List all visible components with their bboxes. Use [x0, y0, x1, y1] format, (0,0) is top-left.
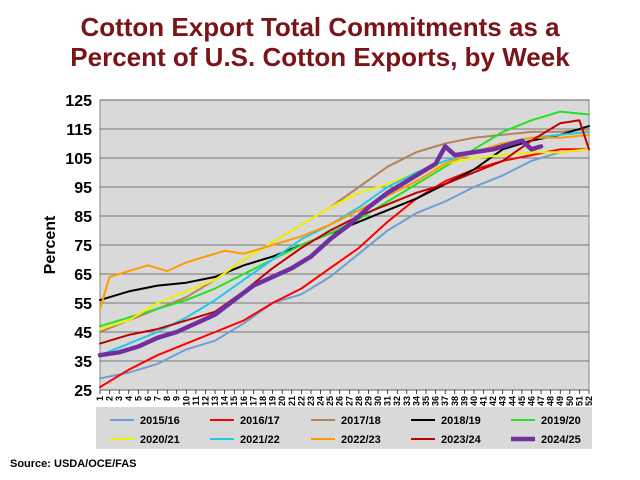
- y-tick-label: 95: [74, 180, 92, 197]
- x-tick-label: 25: [325, 396, 335, 406]
- x-tick-label: 32: [392, 396, 402, 406]
- series-line-2017-18: [99, 128, 590, 333]
- x-tick-label: 2: [105, 396, 115, 401]
- x-tick-label: 51: [574, 396, 584, 406]
- y-tick-label: 115: [66, 122, 92, 139]
- x-tick-label: 17: [248, 396, 258, 406]
- x-axis-ticks: 1 2 3 4 5 6 7 8 9 10 11 12 13 14 15 16 17 18 19 20 21 22 23 24 2…: [95, 390, 594, 406]
- legend-box: [96, 407, 592, 449]
- x-tick-label: 29: [363, 396, 373, 406]
- x-tick-label: 4: [124, 396, 134, 401]
- x-tick-label: 36: [431, 396, 441, 406]
- x-tick-label: 15: [229, 396, 239, 406]
- x-tick-label: 22: [296, 396, 306, 406]
- x-tick-label: 37: [440, 396, 450, 406]
- y-tick-label: 55: [74, 296, 92, 313]
- x-tick-label: 5: [133, 396, 143, 401]
- x-tick-label: 35: [421, 396, 431, 406]
- x-tick-label: 8: [162, 396, 172, 401]
- x-tick-label: 31: [383, 396, 393, 406]
- x-tick-label: 6: [143, 396, 153, 401]
- legend-label: 2016/17: [240, 415, 280, 427]
- x-tick-label: 10: [181, 396, 191, 406]
- chart-title-line-2: Percent of U.S. Cotton Exports, by Week: [70, 42, 570, 72]
- y-tick-label: 85: [74, 209, 92, 226]
- series-line-2015-16: [99, 148, 590, 380]
- series-line-2022-23: [99, 133, 590, 310]
- x-tick-label: 11: [191, 396, 201, 406]
- x-tick-label: 1: [95, 396, 105, 401]
- legend-label: 2020/21: [140, 434, 180, 446]
- x-tick-label: 9: [172, 396, 182, 401]
- y-axis-ticks: 25 35 45 55 65 75 85 95 105 115 125: [65, 93, 92, 400]
- x-tick-label: 27: [344, 396, 354, 406]
- y-tick-label: 65: [74, 267, 92, 284]
- y-tick-label: 105: [65, 151, 92, 168]
- legend-label: 2015/16: [140, 415, 180, 427]
- x-tick-label: 30: [373, 396, 383, 406]
- x-tick-label: 19: [268, 396, 278, 406]
- x-tick-label: 14: [220, 396, 230, 406]
- y-tick-label: 25: [74, 383, 92, 400]
- y-axis-label: Percent: [42, 215, 59, 274]
- chart-title: Cotton Export Total Commitments as a Per…: [0, 12, 640, 72]
- x-tick-label: 49: [555, 396, 565, 406]
- x-tick-label: 43: [498, 396, 508, 406]
- series-line-2024-25: [97, 138, 544, 358]
- series-lines: [97, 110, 590, 389]
- x-tick-label: 48: [546, 396, 556, 406]
- x-tick-label: 34: [411, 396, 421, 406]
- y-tick-label: 45: [74, 325, 92, 342]
- x-tick-label: 42: [488, 396, 498, 406]
- x-tick-label: 52: [584, 396, 594, 406]
- legend-label: 2019/20: [541, 415, 581, 427]
- x-tick-label: 16: [239, 396, 249, 406]
- series-line-2016-17: [99, 148, 590, 389]
- x-tick-label: 21: [287, 396, 297, 406]
- legend-label: 2021/22: [240, 434, 280, 446]
- legend-label: 2017/18: [341, 415, 381, 427]
- y-tick-label: 75: [74, 238, 92, 255]
- legend-label: 2023/24: [441, 434, 482, 446]
- x-tick-label: 33: [402, 396, 412, 406]
- x-tick-label: 40: [469, 396, 479, 406]
- x-tick-label: 46: [526, 396, 536, 406]
- x-tick-label: 38: [450, 396, 460, 406]
- x-tick-label: 44: [507, 396, 517, 406]
- x-tick-label: 41: [479, 396, 489, 406]
- y-tick-label: 125: [65, 93, 92, 110]
- x-tick-label: 3: [114, 396, 124, 401]
- source-note: Source: USDA/OCE/FAS: [10, 458, 137, 470]
- x-tick-label: 7: [153, 396, 163, 401]
- series-line-2020-21: [99, 148, 590, 331]
- x-tick-label: 45: [517, 396, 527, 406]
- x-tick-label: 50: [565, 396, 575, 406]
- x-tick-label: 28: [354, 396, 364, 406]
- x-tick-label: 24: [316, 396, 326, 406]
- chart-title-line-1: Cotton Export Total Commitments as a: [80, 12, 560, 42]
- x-tick-label: 12: [200, 396, 210, 406]
- x-tick-label: 26: [335, 396, 345, 406]
- legend-label: 2024/25: [541, 434, 581, 446]
- x-tick-label: 20: [277, 396, 287, 406]
- x-tick-label: 18: [258, 396, 268, 406]
- x-tick-label: 13: [210, 396, 220, 406]
- x-tick-label: 47: [536, 396, 546, 406]
- legend-label: 2018/19: [441, 415, 481, 427]
- legend: 2015/16 2016/17 2017/18 2018/19 2019/20 2020/…: [110, 415, 581, 446]
- x-tick-label: 39: [459, 396, 469, 406]
- y-tick-label: 35: [74, 354, 92, 371]
- legend-label: 2022/23: [341, 434, 381, 446]
- x-tick-label: 23: [306, 396, 316, 406]
